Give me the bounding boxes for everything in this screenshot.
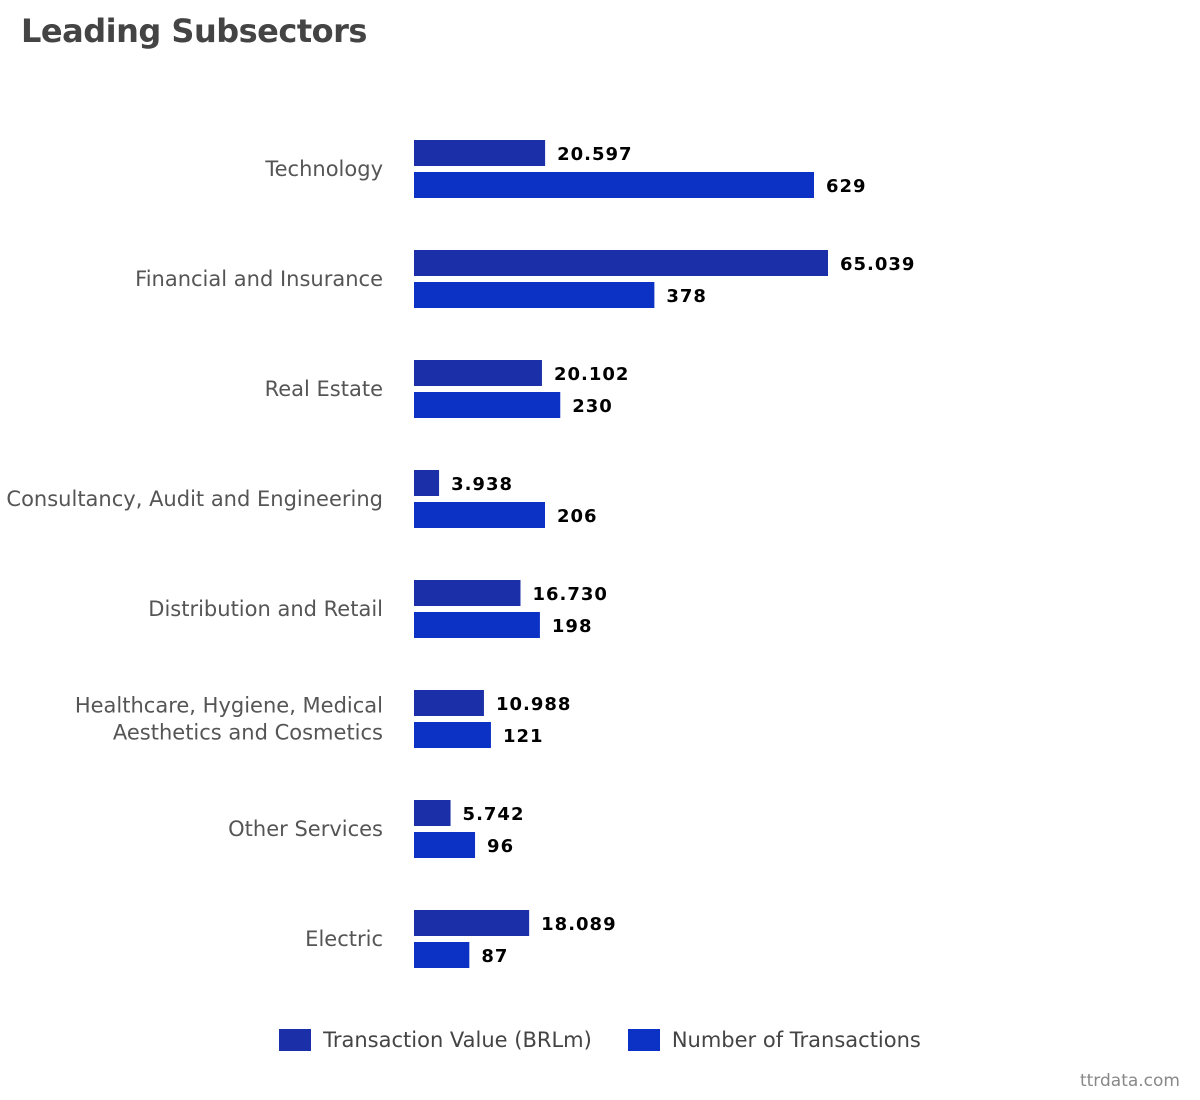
data-label: 16.730: [532, 584, 607, 605]
data-label: 198: [552, 616, 593, 637]
data-label: 20.102: [554, 364, 629, 385]
category-label: Distribution and Retail: [148, 597, 383, 621]
data-label: 20.597: [557, 144, 632, 165]
bar-number-of-transactions: [414, 282, 655, 308]
bar-number-of-transactions: [414, 612, 540, 638]
data-label: 629: [826, 176, 867, 197]
bar-number-of-transactions: [414, 942, 470, 968]
data-label: 5.742: [463, 804, 525, 825]
category-label: Financial and Insurance: [135, 267, 383, 291]
bar-chart: Technology 20.597 629 Financial and Insuran…: [6, 140, 915, 968]
legend: Transaction Value (BRLm) Number of Trans…: [0, 1028, 1200, 1052]
bar-transaction-value: [414, 140, 546, 166]
bar-number-of-transactions: [414, 502, 546, 528]
bar-transaction-value: [414, 250, 828, 276]
data-label: 18.089: [541, 914, 616, 935]
category-label: Healthcare, Hygiene, Medical Aesthetics a…: [75, 694, 383, 745]
bar-transaction-value: [414, 580, 521, 606]
data-label: 87: [481, 946, 508, 967]
category-label: Technology: [264, 157, 383, 181]
legend-label-number-of-transactions: Number of Transactions: [671, 1028, 921, 1052]
legend-item-number-of-transactions[interactable]: Number of Transactions: [627, 1028, 921, 1052]
legend-swatch-transaction-value: [279, 1029, 312, 1051]
bar-number-of-transactions: [414, 832, 476, 858]
legend-item-transaction-value[interactable]: Transaction Value (BRLm): [279, 1028, 592, 1052]
chart-title: Leading Subsectors: [21, 12, 367, 50]
data-label: 96: [487, 836, 514, 857]
bar-number-of-transactions: [414, 392, 561, 418]
bar-transaction-value: [414, 470, 440, 496]
data-label: 3.938: [451, 474, 513, 495]
category-label: Electric: [305, 927, 383, 951]
bar-transaction-value: [414, 800, 451, 826]
data-label: 206: [557, 506, 598, 527]
bar-number-of-transactions: [414, 172, 814, 198]
bar-transaction-value: [414, 690, 484, 716]
bar-number-of-transactions: [414, 722, 491, 748]
data-label: 121: [503, 726, 544, 747]
bar-transaction-value: [414, 910, 530, 936]
category-label: Consultancy, Audit and Engineering: [6, 487, 383, 511]
source-credit: ttrdata.com: [1079, 1071, 1180, 1091]
legend-label-transaction-value: Transaction Value (BRLm): [323, 1028, 592, 1052]
category-label: Real Estate: [265, 377, 383, 401]
data-label: 65.039: [840, 254, 915, 275]
data-label: 230: [572, 396, 613, 417]
legend-swatch-number-of-transactions: [627, 1029, 660, 1051]
category-label: Other Services: [228, 817, 383, 841]
data-label: 10.988: [496, 694, 571, 715]
bar-transaction-value: [414, 360, 542, 386]
data-label: 378: [666, 286, 707, 307]
